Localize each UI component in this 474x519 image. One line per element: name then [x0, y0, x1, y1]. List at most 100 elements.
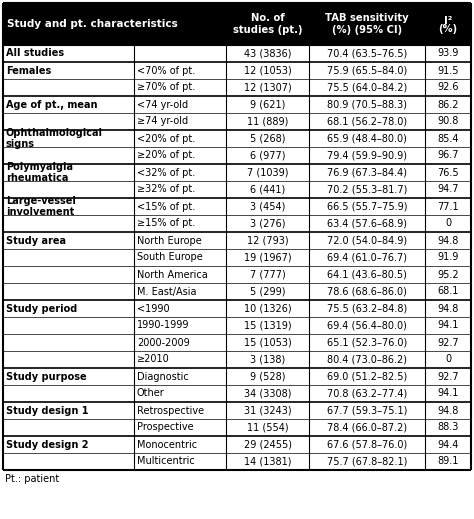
Text: No. of
studies (pt.): No. of studies (pt.)	[233, 13, 302, 35]
Text: ≥15% of pt.: ≥15% of pt.	[137, 218, 195, 228]
Text: 10 (1326): 10 (1326)	[244, 304, 292, 313]
Text: 93.9: 93.9	[438, 48, 459, 59]
Text: 68.1: 68.1	[438, 286, 459, 296]
Text: 70.8 (63.2–77.4): 70.8 (63.2–77.4)	[327, 389, 407, 399]
Text: 96.7: 96.7	[437, 151, 459, 160]
Text: Study design 1: Study design 1	[6, 405, 89, 416]
Text: 34 (3308): 34 (3308)	[244, 389, 291, 399]
Text: 89.1: 89.1	[438, 457, 459, 467]
Text: 88.3: 88.3	[438, 422, 459, 432]
Text: 7 (777): 7 (777)	[250, 269, 285, 280]
Text: 94.1: 94.1	[438, 321, 459, 331]
Bar	[3, 130, 471, 147]
Text: 3 (276): 3 (276)	[250, 218, 285, 228]
Bar	[3, 164, 471, 181]
Text: Polymyalgia
rheumatica: Polymyalgia rheumatica	[6, 162, 73, 183]
Bar	[3, 266, 471, 283]
Text: 75.5 (63.2–84.8): 75.5 (63.2–84.8)	[327, 304, 407, 313]
Text: 94.8: 94.8	[438, 405, 459, 416]
Text: 75.5 (64.0–84.2): 75.5 (64.0–84.2)	[327, 83, 407, 92]
Bar	[3, 113, 471, 130]
Bar	[3, 249, 471, 266]
Text: 80.9 (70.5–88.3): 80.9 (70.5–88.3)	[327, 100, 407, 110]
Text: 0: 0	[445, 354, 451, 364]
Bar	[3, 283, 471, 300]
Bar	[3, 3, 471, 45]
Text: 29 (2455): 29 (2455)	[244, 440, 292, 449]
Text: 11 (554): 11 (554)	[246, 422, 288, 432]
Bar	[3, 453, 471, 470]
Text: 65.1 (52.3–76.0): 65.1 (52.3–76.0)	[327, 337, 407, 348]
Bar	[3, 419, 471, 436]
Text: 31 (3243): 31 (3243)	[244, 405, 292, 416]
Text: South Europe: South Europe	[137, 253, 203, 263]
Text: ≥2010: ≥2010	[137, 354, 170, 364]
Text: 80.4 (73.0–86.2): 80.4 (73.0–86.2)	[327, 354, 407, 364]
Bar	[3, 436, 471, 453]
Text: ≥32% of pt.: ≥32% of pt.	[137, 184, 195, 195]
Text: TAB sensitivity
(%) (95% CI): TAB sensitivity (%) (95% CI)	[325, 13, 409, 35]
Text: 92.7: 92.7	[437, 337, 459, 348]
Bar	[3, 62, 471, 79]
Text: Prospective: Prospective	[137, 422, 193, 432]
Text: 6 (441): 6 (441)	[250, 184, 285, 195]
Text: 3 (454): 3 (454)	[250, 201, 285, 212]
Text: Multicentric: Multicentric	[137, 457, 195, 467]
Text: 79.4 (59.9–90.9): 79.4 (59.9–90.9)	[327, 151, 407, 160]
Text: I²: I²	[444, 16, 452, 26]
Text: 66.5 (55.7–75.9): 66.5 (55.7–75.9)	[327, 201, 407, 212]
Bar	[3, 385, 471, 402]
Bar	[3, 215, 471, 232]
Bar	[3, 334, 471, 351]
Text: 78.6 (68.6–86.0): 78.6 (68.6–86.0)	[327, 286, 407, 296]
Text: 77.1: 77.1	[437, 201, 459, 212]
Bar	[3, 402, 471, 419]
Text: <20% of pt.: <20% of pt.	[137, 133, 195, 143]
Text: North America: North America	[137, 269, 208, 280]
Text: Pt.: patient: Pt.: patient	[5, 474, 59, 484]
Text: 69.4 (61.0–76.7): 69.4 (61.0–76.7)	[327, 253, 407, 263]
Text: 92.7: 92.7	[437, 372, 459, 381]
Text: 43 (3836): 43 (3836)	[244, 48, 291, 59]
Text: 94.4: 94.4	[438, 440, 459, 449]
Text: Age of pt., mean: Age of pt., mean	[6, 100, 98, 110]
Text: 90.8: 90.8	[438, 116, 459, 127]
Text: 92.6: 92.6	[437, 83, 459, 92]
Text: 94.8: 94.8	[438, 304, 459, 313]
Text: 3 (138): 3 (138)	[250, 354, 285, 364]
Text: 65.9 (48.4–80.0): 65.9 (48.4–80.0)	[327, 133, 407, 143]
Text: 75.9 (65.5–84.0): 75.9 (65.5–84.0)	[327, 65, 407, 75]
Bar	[3, 368, 471, 385]
Bar	[3, 45, 471, 62]
Text: North Europe: North Europe	[137, 236, 201, 245]
Text: 94.8: 94.8	[438, 236, 459, 245]
Text: 1990-1999: 1990-1999	[137, 321, 190, 331]
Text: 70.4 (63.5–76.5): 70.4 (63.5–76.5)	[327, 48, 407, 59]
Text: Study purpose: Study purpose	[6, 372, 87, 381]
Text: 64.1 (43.6–80.5): 64.1 (43.6–80.5)	[327, 269, 407, 280]
Text: 63.4 (57.6–68.9): 63.4 (57.6–68.9)	[327, 218, 407, 228]
Text: ≥74 yr-old: ≥74 yr-old	[137, 116, 188, 127]
Text: 12 (1307): 12 (1307)	[244, 83, 292, 92]
Bar	[3, 96, 471, 113]
Text: ≥70% of pt.: ≥70% of pt.	[137, 83, 195, 92]
Text: 94.7: 94.7	[437, 184, 459, 195]
Text: <70% of pt.: <70% of pt.	[137, 65, 195, 75]
Text: <32% of pt.: <32% of pt.	[137, 168, 195, 177]
Bar	[3, 147, 471, 164]
Text: 76.9 (67.3–84.4): 76.9 (67.3–84.4)	[327, 168, 407, 177]
Text: 91.9: 91.9	[438, 253, 459, 263]
Text: 76.5: 76.5	[437, 168, 459, 177]
Text: Study and pt. characteristics: Study and pt. characteristics	[7, 19, 178, 29]
Text: 94.1: 94.1	[438, 389, 459, 399]
Text: <1990: <1990	[137, 304, 170, 313]
Text: 6 (977): 6 (977)	[250, 151, 285, 160]
Text: <15% of pt.: <15% of pt.	[137, 201, 195, 212]
Text: All studies: All studies	[6, 48, 64, 59]
Text: 9 (621): 9 (621)	[250, 100, 285, 110]
Text: Study design 2: Study design 2	[6, 440, 89, 449]
Text: 14 (1381): 14 (1381)	[244, 457, 291, 467]
Text: Study area: Study area	[6, 236, 66, 245]
Text: Retrospective: Retrospective	[137, 405, 204, 416]
Text: 67.6 (57.8–76.0): 67.6 (57.8–76.0)	[327, 440, 407, 449]
